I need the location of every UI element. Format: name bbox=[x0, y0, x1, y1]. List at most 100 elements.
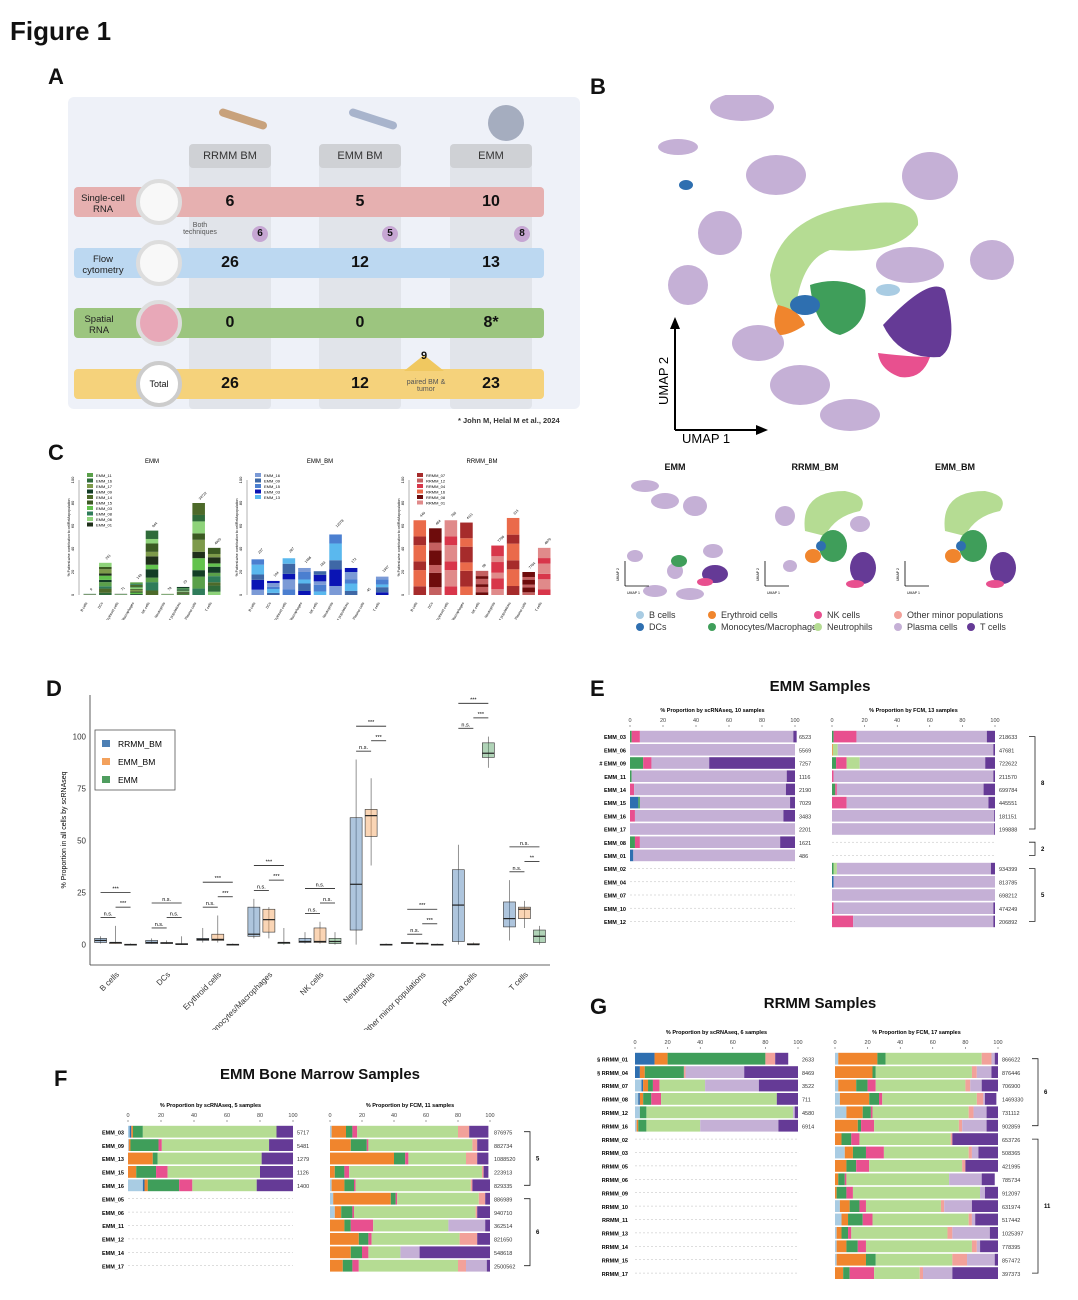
cell-count: 508365 bbox=[1002, 1151, 1020, 1157]
axis-arrow-icon bbox=[670, 317, 680, 329]
bar-segment bbox=[846, 757, 860, 769]
bar-segment bbox=[475, 1206, 478, 1218]
bar-segment bbox=[994, 810, 995, 822]
bar-segment bbox=[448, 1219, 486, 1232]
bar-segment bbox=[835, 1173, 839, 1186]
x-tick-label: NK cells bbox=[141, 601, 151, 614]
bar-segment bbox=[970, 1079, 982, 1092]
cluster-t-cells bbox=[850, 552, 876, 584]
bar-segment bbox=[965, 1079, 971, 1092]
bar-segment bbox=[981, 1079, 998, 1092]
bar-label: 34722 bbox=[198, 491, 208, 501]
x-tick-label: Neutrophils bbox=[342, 970, 377, 1005]
bar-segment bbox=[429, 542, 442, 551]
mini-axis-y-label: UMAP 2 bbox=[896, 568, 900, 581]
bar-segment bbox=[99, 566, 112, 570]
bar-segment bbox=[846, 1160, 857, 1172]
bar-segment bbox=[207, 576, 221, 583]
bar-segment bbox=[646, 1119, 701, 1132]
bar-segment bbox=[99, 575, 112, 580]
cluster-plasma bbox=[770, 365, 830, 405]
cluster-monocytes bbox=[810, 281, 866, 335]
bar-label: 1466 bbox=[304, 556, 312, 564]
legend-swatch bbox=[417, 484, 423, 488]
bar-segment bbox=[846, 1173, 950, 1186]
bar-segment bbox=[444, 545, 458, 562]
study-design-table: RRMM BM EMM BM EMM Single-cell RNA Flow … bbox=[68, 97, 580, 409]
bar-segment bbox=[639, 1093, 644, 1105]
bar-segment bbox=[537, 579, 551, 590]
legend-swatch bbox=[708, 623, 716, 631]
bar-segment bbox=[862, 1106, 871, 1119]
bar-segment bbox=[630, 810, 635, 822]
bar-segment bbox=[856, 1079, 868, 1092]
bar-segment bbox=[654, 1052, 668, 1065]
bar-segment bbox=[344, 572, 358, 580]
sample-label: EMM_11 bbox=[102, 1224, 124, 1230]
bar-segment bbox=[853, 915, 994, 928]
y-axis-label: % Patient-wise contribution to cellRelAs… bbox=[67, 499, 71, 577]
bar-label: 7798 bbox=[497, 535, 505, 543]
x-tick-label: 40 bbox=[897, 1040, 903, 1046]
group-count: 8 bbox=[1041, 781, 1045, 787]
cell-count: 199888 bbox=[999, 828, 1017, 834]
bar-segment bbox=[835, 1227, 837, 1239]
cluster-t-cells bbox=[883, 286, 952, 358]
bar-segment bbox=[192, 521, 205, 534]
bar-segment bbox=[298, 567, 311, 572]
bar-label: 23 bbox=[182, 579, 188, 585]
significance-label: n.s. bbox=[520, 841, 529, 847]
bar-segment bbox=[874, 1267, 920, 1279]
cluster-plasma bbox=[651, 493, 679, 509]
x-tick-label: 20 bbox=[865, 1040, 871, 1046]
bar-segment bbox=[874, 1119, 959, 1132]
umap-subplot: UMAP 1 UMAP 2 bbox=[756, 491, 876, 595]
bar-segment bbox=[630, 796, 639, 809]
cell-count: 223913 bbox=[494, 1171, 512, 1177]
x-tick-label: 80 bbox=[257, 1113, 263, 1119]
bar-segment bbox=[444, 586, 458, 595]
bar-segment bbox=[485, 1219, 490, 1232]
bar-segment bbox=[267, 580, 280, 584]
panel-label-a: A bbox=[48, 64, 64, 89]
cell-count: 1088520 bbox=[494, 1157, 515, 1163]
y-tick-label: 100 bbox=[73, 733, 87, 742]
bar-segment bbox=[522, 576, 535, 580]
bar-segment bbox=[836, 1240, 847, 1253]
bar-segment bbox=[537, 573, 551, 580]
both-techniques-label: Both techniques bbox=[183, 222, 217, 236]
cluster-nk bbox=[697, 578, 713, 586]
cluster-plasma bbox=[732, 325, 784, 361]
bar-segment bbox=[832, 783, 836, 796]
bar-segment bbox=[833, 876, 995, 888]
y-tick-label: 0 bbox=[70, 593, 75, 596]
bar-segment bbox=[833, 902, 994, 914]
bar-segment bbox=[346, 1125, 353, 1138]
bar-segment bbox=[919, 1267, 924, 1279]
value: 23 bbox=[482, 375, 500, 392]
bar-segment bbox=[329, 534, 342, 544]
bar-segment bbox=[469, 1125, 489, 1138]
bar-segment bbox=[130, 591, 143, 593]
cluster-dcs bbox=[679, 180, 693, 190]
cell-count: 857472 bbox=[1002, 1258, 1020, 1264]
bar-segment bbox=[883, 1146, 969, 1159]
bar-segment bbox=[648, 1079, 653, 1092]
bar-segment bbox=[835, 1093, 840, 1105]
bar-segment bbox=[207, 557, 221, 564]
bar-segment bbox=[330, 1152, 394, 1165]
y-tick-label: 100 bbox=[70, 476, 75, 483]
x-tick-label: DCs bbox=[265, 601, 272, 609]
significance-label: *** bbox=[419, 903, 426, 909]
group-count: 5 bbox=[536, 1157, 540, 1163]
sample-label: § RRMM_01 bbox=[597, 1057, 628, 1063]
bar-segment bbox=[491, 578, 504, 590]
bar-segment bbox=[477, 1152, 489, 1165]
bar-segment bbox=[333, 1192, 391, 1205]
bar-segment bbox=[313, 591, 327, 595]
legend-swatch bbox=[87, 517, 93, 521]
overlap-count: 8 bbox=[514, 226, 530, 242]
value: 12 bbox=[351, 254, 369, 271]
cell-count: 1469330 bbox=[1002, 1098, 1023, 1104]
bar-segment bbox=[639, 1066, 645, 1078]
